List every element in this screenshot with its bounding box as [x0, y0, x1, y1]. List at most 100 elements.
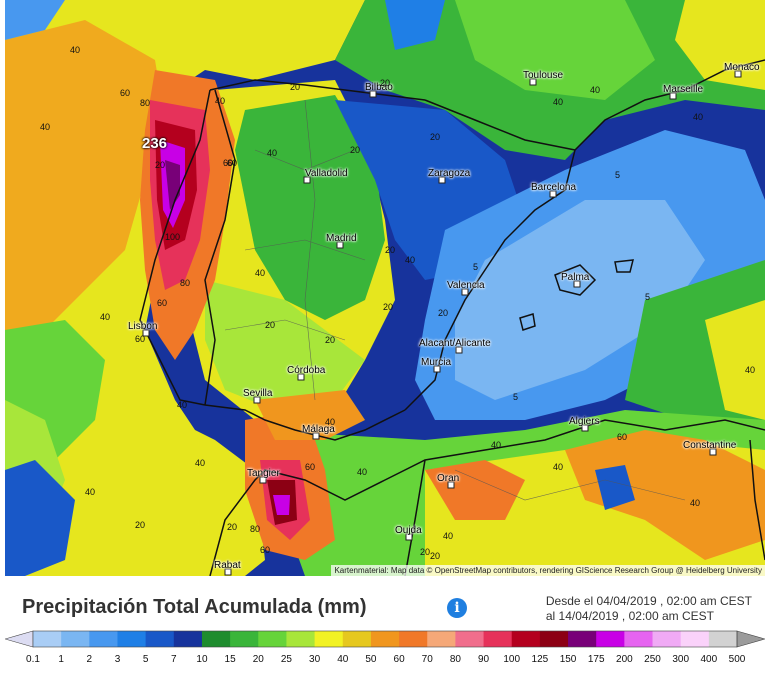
- city-label: Lisbon: [128, 321, 158, 332]
- contour-value-label: 40: [85, 487, 96, 497]
- city-label: Alacant/Alicante: [419, 338, 491, 349]
- scale-color-swatch: [286, 631, 316, 647]
- contour-value-label: 40: [195, 458, 206, 468]
- contour-value-label: 40: [40, 122, 51, 132]
- portugal-west-coast: [139, 89, 211, 406]
- north-africa-coast: [209, 419, 765, 576]
- scale-color-swatch: [455, 631, 485, 647]
- date-from: Desde el 04/04/2019 , 02:00 am CEST: [545, 594, 752, 608]
- scale-tick-label: 125: [531, 654, 549, 665]
- scale-max-arrow: [736, 630, 765, 648]
- city-label: Sevilla: [243, 388, 273, 399]
- city-label: Rabat: [214, 560, 241, 571]
- city-marker: [709, 448, 717, 456]
- contour-value-label: 20: [430, 132, 441, 142]
- contour-value-label: 40: [357, 467, 368, 477]
- precip-zone-france-lightgreen: [455, 0, 655, 100]
- precip-zone-med-paleblue: [455, 200, 705, 400]
- scale-color-swatch: [511, 631, 541, 647]
- scale-color-swatch: [61, 631, 90, 647]
- scale-color-swatch: [596, 631, 625, 647]
- map-canvas: [5, 0, 765, 576]
- chart-title: Precipitación Total Acumulada (mm): [22, 596, 367, 618]
- scale-tick-label: 100: [503, 654, 521, 665]
- city-label: Constantine: [683, 440, 737, 451]
- contour-value-label: 20: [265, 320, 276, 330]
- city-label: Palma: [561, 272, 590, 283]
- contour-value-label: 20: [430, 551, 441, 561]
- scale-tick-label: 80: [449, 654, 461, 665]
- contour-value-label: 40: [590, 85, 601, 95]
- contour-value-label: 5: [645, 292, 651, 302]
- iberia-south-coast: [204, 404, 406, 441]
- contour-value-label: 60: [617, 432, 628, 442]
- contour-value-label: 5: [615, 170, 621, 180]
- precip-zone-france-blue: [385, 0, 445, 50]
- precip-zone-strait-purple: [273, 495, 290, 515]
- scale-tick-label: 90: [477, 654, 490, 665]
- scale-color-swatch: [258, 631, 287, 647]
- info-icon[interactable]: i: [447, 598, 467, 618]
- scale-tick-label: 60: [393, 654, 405, 665]
- city-label: Monaco: [724, 62, 760, 73]
- contour-value-label: 60: [227, 158, 238, 168]
- city-marker: [224, 568, 232, 576]
- balearic-menorca: [614, 259, 634, 273]
- scale-tick-label: 30: [309, 654, 321, 665]
- contour-value-label: 60: [135, 334, 146, 344]
- contour-value-label: 80: [140, 98, 151, 108]
- scale-color-swatch: [230, 631, 259, 647]
- contour-value-label: 60: [305, 462, 316, 472]
- color-scale-labels: 0.1 1 2 3 5 7 10 15 20 25 30 40 50 60 70 80 90 100 125 150 1…: [0, 654, 770, 670]
- precip-zone-nw-blue: [5, 0, 65, 40]
- precip-zone-algeria-blue: [595, 465, 635, 510]
- scale-tick-label: 15: [224, 654, 236, 665]
- city-marker: [142, 329, 150, 337]
- city-marker: [573, 280, 581, 288]
- contour-value-label: 20: [350, 145, 361, 155]
- contour-value-label: 40: [690, 498, 701, 508]
- province-borders: [224, 99, 686, 501]
- scale-tick-label: 400: [700, 654, 718, 665]
- contour-value-label: 40: [100, 312, 111, 322]
- contour-value-label: 40: [267, 148, 278, 158]
- city-marker: [297, 373, 305, 381]
- scale-tick-label: 1: [58, 654, 64, 665]
- precipitation-map[interactable]: 236 Bilbao Toulouse Marseille Monaco Vallado…: [5, 0, 765, 576]
- scale-tick-label: 50: [365, 654, 377, 665]
- contour-value-label: 20: [290, 82, 301, 92]
- city-label: Barcelona: [531, 182, 577, 193]
- city-marker: [253, 396, 261, 404]
- morocco-algeria-border: [404, 459, 426, 576]
- city-label: Bilbao: [365, 82, 393, 93]
- city-marker: [447, 481, 455, 489]
- contour-value-label: 60: [260, 545, 271, 555]
- city-label: Marseille: [663, 84, 704, 95]
- scale-tick-label: 200: [616, 654, 633, 665]
- contour-value-label: 20: [155, 160, 166, 170]
- city-label: Toulouse: [523, 70, 564, 81]
- city-label: Murcia: [421, 357, 452, 368]
- contour-value-label: 20: [385, 245, 396, 255]
- contour-value-label: 5: [513, 392, 519, 402]
- scale-color-swatch: [173, 631, 203, 647]
- contour-value-label: 60: [157, 298, 168, 308]
- precip-zone-iberia-green: [235, 95, 385, 320]
- date-range: Desde el 04/04/2019 , 02:00 am CEST al 1…: [546, 594, 752, 624]
- city-label: Tangier: [247, 468, 280, 479]
- color-scale-bar: [5, 630, 765, 648]
- scale-color-swatch: [652, 631, 682, 647]
- france-south-coast: [574, 59, 765, 151]
- map-attribution: Kartenmaterial: Map data © OpenStreetMap…: [331, 565, 765, 576]
- scale-tick-label: 500: [728, 654, 746, 665]
- scale-tick-label: 2: [86, 654, 93, 665]
- contour-value-label: 40: [443, 531, 454, 541]
- contour-value-label: 40: [491, 440, 502, 450]
- city-marker: [405, 533, 413, 541]
- city-marker: [438, 176, 446, 184]
- city-marker: [549, 190, 557, 198]
- scale-color-swatch: [624, 631, 654, 647]
- city-marker: [734, 70, 742, 78]
- contour-value-label: 20: [383, 302, 394, 312]
- contour-value-label: 20: [325, 335, 336, 345]
